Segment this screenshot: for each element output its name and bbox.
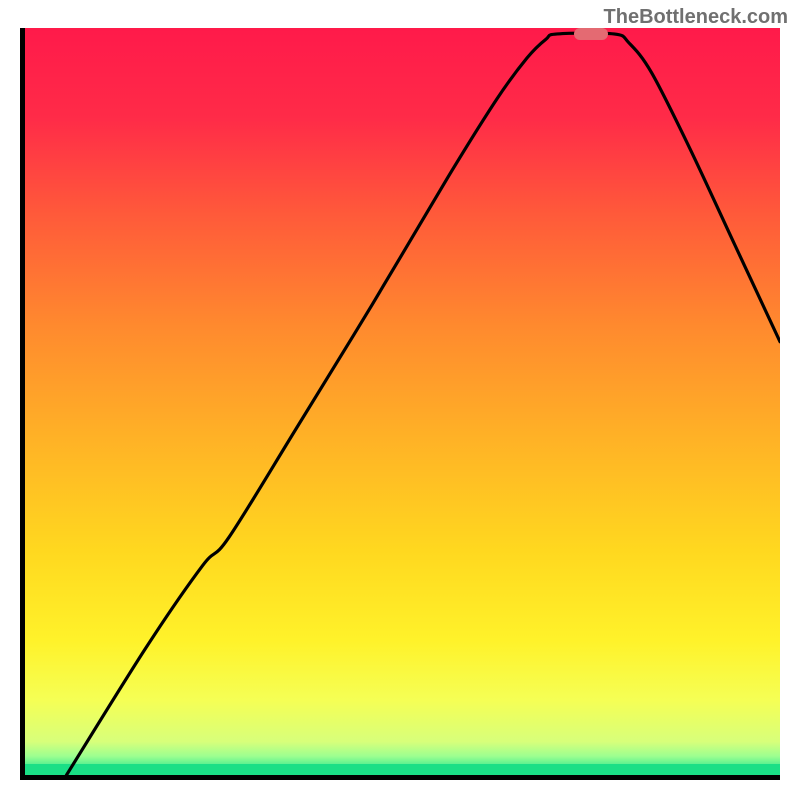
chart-plot-area xyxy=(20,28,780,780)
chart-optimum-marker xyxy=(574,28,608,40)
chart-curve-line xyxy=(25,28,780,775)
watermark-text: TheBottleneck.com xyxy=(604,6,788,29)
